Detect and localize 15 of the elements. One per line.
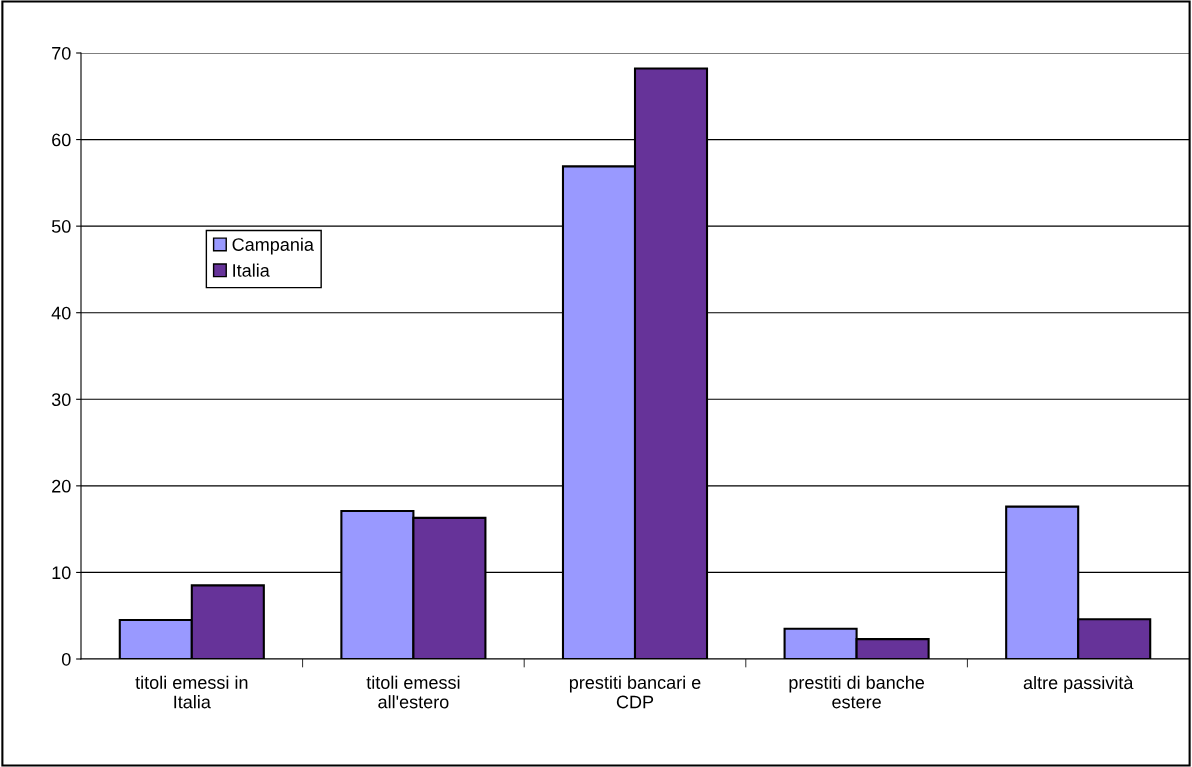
y-tick-label: 70 xyxy=(52,46,71,60)
x-tick-label: prestiti di banche estere xyxy=(789,675,925,709)
y-tick-label: 50 xyxy=(51,220,71,233)
y-tick-label: 20 xyxy=(52,479,71,493)
x-tick-label: titoli emessi in Italia xyxy=(135,675,248,709)
legend-label: Campania xyxy=(232,237,314,255)
y-tick-label: 0 xyxy=(61,652,71,666)
y-tick-label: 10 xyxy=(52,566,71,580)
y-tick-label: 30 xyxy=(51,393,71,407)
y-tick-label: 40 xyxy=(51,306,71,320)
x-tick-label: altre passività xyxy=(1023,675,1134,693)
legend-label: Italia xyxy=(233,263,270,277)
x-tick-label: titoli emessi all'estero xyxy=(366,675,460,709)
y-tick-label: 60 xyxy=(52,133,71,147)
x-tick-label: prestiti bancari e CDP xyxy=(569,675,701,709)
